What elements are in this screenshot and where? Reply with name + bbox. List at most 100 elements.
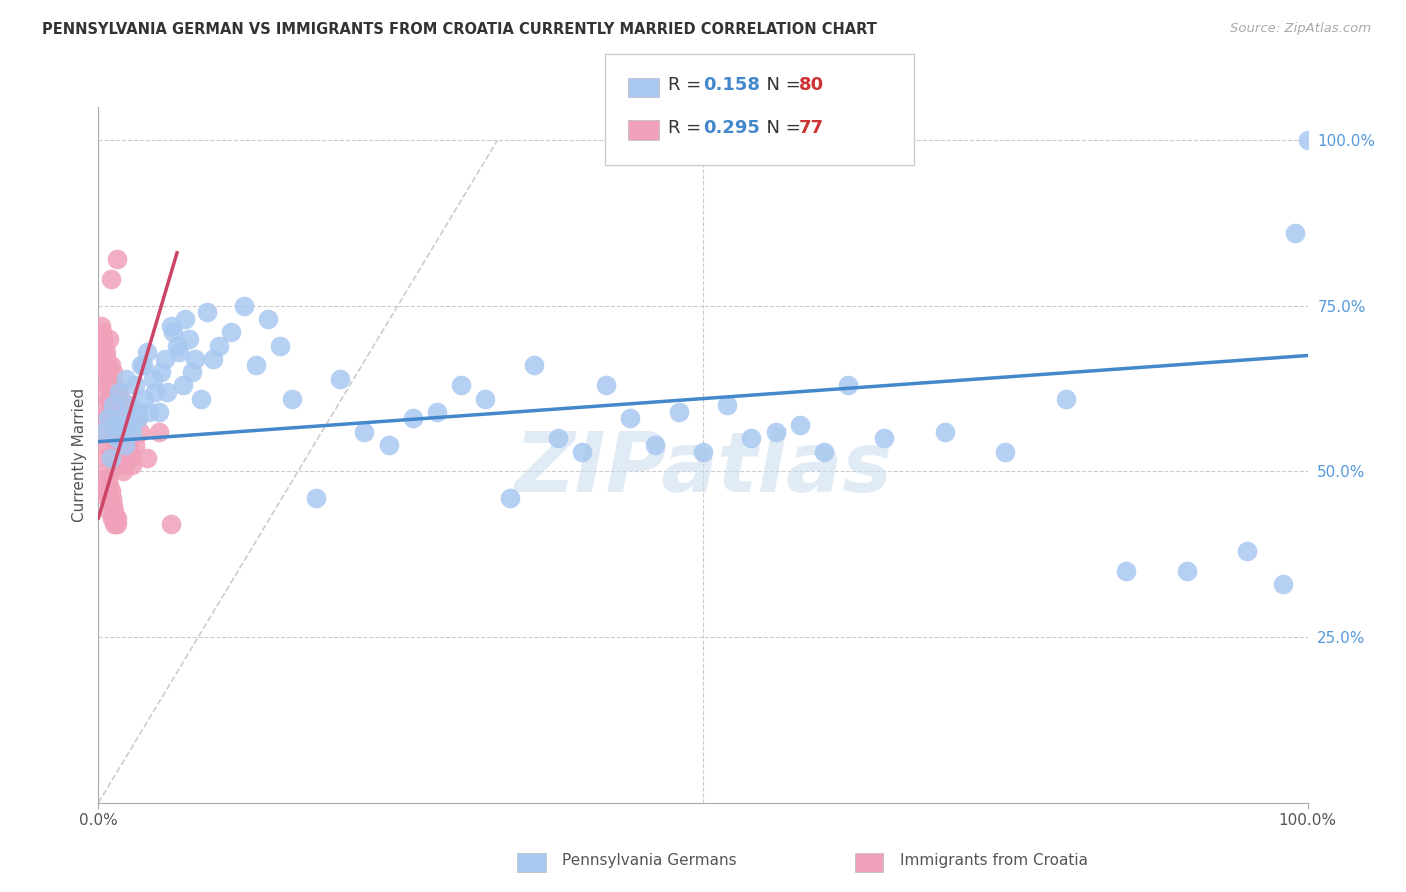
Point bbox=[121, 425, 143, 439]
Point bbox=[994, 444, 1017, 458]
Point bbox=[103, 504, 125, 518]
Point bbox=[89, 384, 111, 399]
Point bbox=[377, 438, 399, 452]
Point bbox=[91, 332, 114, 346]
Point bbox=[118, 444, 141, 458]
Point bbox=[571, 444, 593, 458]
Point bbox=[1175, 564, 1198, 578]
Point bbox=[96, 465, 118, 479]
Point bbox=[132, 359, 155, 373]
Point bbox=[692, 444, 714, 458]
Point bbox=[96, 491, 118, 505]
Point bbox=[91, 359, 114, 373]
Point bbox=[1296, 133, 1319, 147]
Text: 80: 80 bbox=[799, 76, 824, 94]
Point bbox=[97, 411, 120, 425]
Point bbox=[474, 392, 496, 406]
Point bbox=[100, 411, 122, 425]
Point bbox=[934, 425, 956, 439]
Point bbox=[104, 438, 127, 452]
Point bbox=[208, 338, 231, 352]
Text: PENNSYLVANIA GERMAN VS IMMIGRANTS FROM CROATIA CURRENTLY MARRIED CORRELATION CHA: PENNSYLVANIA GERMAN VS IMMIGRANTS FROM C… bbox=[42, 22, 877, 37]
Point bbox=[112, 451, 135, 466]
Point bbox=[105, 511, 128, 525]
Point bbox=[93, 484, 115, 499]
Point bbox=[97, 378, 120, 392]
Point bbox=[91, 332, 114, 346]
Point bbox=[91, 411, 114, 425]
Point bbox=[124, 438, 146, 452]
Text: ZIPatlas: ZIPatlas bbox=[515, 428, 891, 509]
Point bbox=[245, 359, 267, 373]
Point bbox=[90, 318, 112, 333]
Point bbox=[100, 398, 122, 412]
Point bbox=[101, 425, 124, 439]
Point bbox=[1284, 226, 1306, 240]
Point bbox=[837, 378, 859, 392]
Point bbox=[232, 299, 254, 313]
Point bbox=[100, 484, 122, 499]
Point bbox=[450, 378, 472, 392]
Text: N =: N = bbox=[755, 119, 807, 136]
Point bbox=[121, 458, 143, 472]
Point bbox=[134, 392, 156, 406]
Point bbox=[114, 438, 136, 452]
Point bbox=[127, 411, 149, 425]
Point bbox=[162, 326, 184, 340]
Point bbox=[305, 491, 328, 505]
Point bbox=[89, 345, 111, 359]
Point bbox=[108, 398, 131, 412]
Point bbox=[426, 405, 449, 419]
Text: 77: 77 bbox=[799, 119, 824, 136]
Point bbox=[115, 372, 138, 386]
Text: Immigrants from Croatia: Immigrants from Croatia bbox=[900, 854, 1088, 868]
Point bbox=[97, 372, 120, 386]
Point bbox=[595, 378, 617, 392]
Point bbox=[190, 392, 212, 406]
Point bbox=[124, 378, 146, 392]
Point bbox=[202, 351, 225, 366]
Point bbox=[105, 517, 128, 532]
Point bbox=[104, 378, 127, 392]
Point bbox=[523, 359, 546, 373]
Text: R =: R = bbox=[668, 119, 707, 136]
Point bbox=[150, 365, 173, 379]
Point bbox=[105, 405, 128, 419]
Text: Source: ZipAtlas.com: Source: ZipAtlas.com bbox=[1230, 22, 1371, 36]
Point bbox=[104, 511, 127, 525]
Point bbox=[195, 305, 218, 319]
Point bbox=[101, 365, 124, 379]
Point bbox=[142, 372, 165, 386]
Point bbox=[160, 517, 183, 532]
Point bbox=[644, 438, 666, 452]
Point bbox=[135, 451, 157, 466]
Point bbox=[93, 438, 115, 452]
Point bbox=[172, 378, 194, 392]
Point bbox=[256, 312, 278, 326]
Text: N =: N = bbox=[755, 76, 807, 94]
Point bbox=[128, 425, 150, 439]
Point bbox=[127, 405, 149, 419]
Point bbox=[765, 425, 787, 439]
Point bbox=[129, 359, 152, 373]
Point bbox=[105, 252, 128, 267]
Point bbox=[108, 444, 131, 458]
Point bbox=[221, 326, 243, 340]
Point bbox=[111, 411, 134, 425]
Point bbox=[118, 438, 141, 452]
Point bbox=[127, 411, 149, 425]
Point bbox=[111, 465, 134, 479]
Point bbox=[90, 398, 112, 412]
Point bbox=[100, 491, 122, 505]
Point bbox=[498, 491, 520, 505]
Point bbox=[97, 471, 120, 485]
Point bbox=[114, 431, 136, 445]
Point bbox=[105, 431, 128, 445]
Point bbox=[108, 384, 131, 399]
Point bbox=[547, 431, 569, 445]
Point bbox=[108, 411, 131, 425]
Point bbox=[98, 392, 121, 406]
Point bbox=[94, 451, 117, 466]
Point bbox=[180, 365, 202, 379]
Point bbox=[100, 511, 122, 525]
